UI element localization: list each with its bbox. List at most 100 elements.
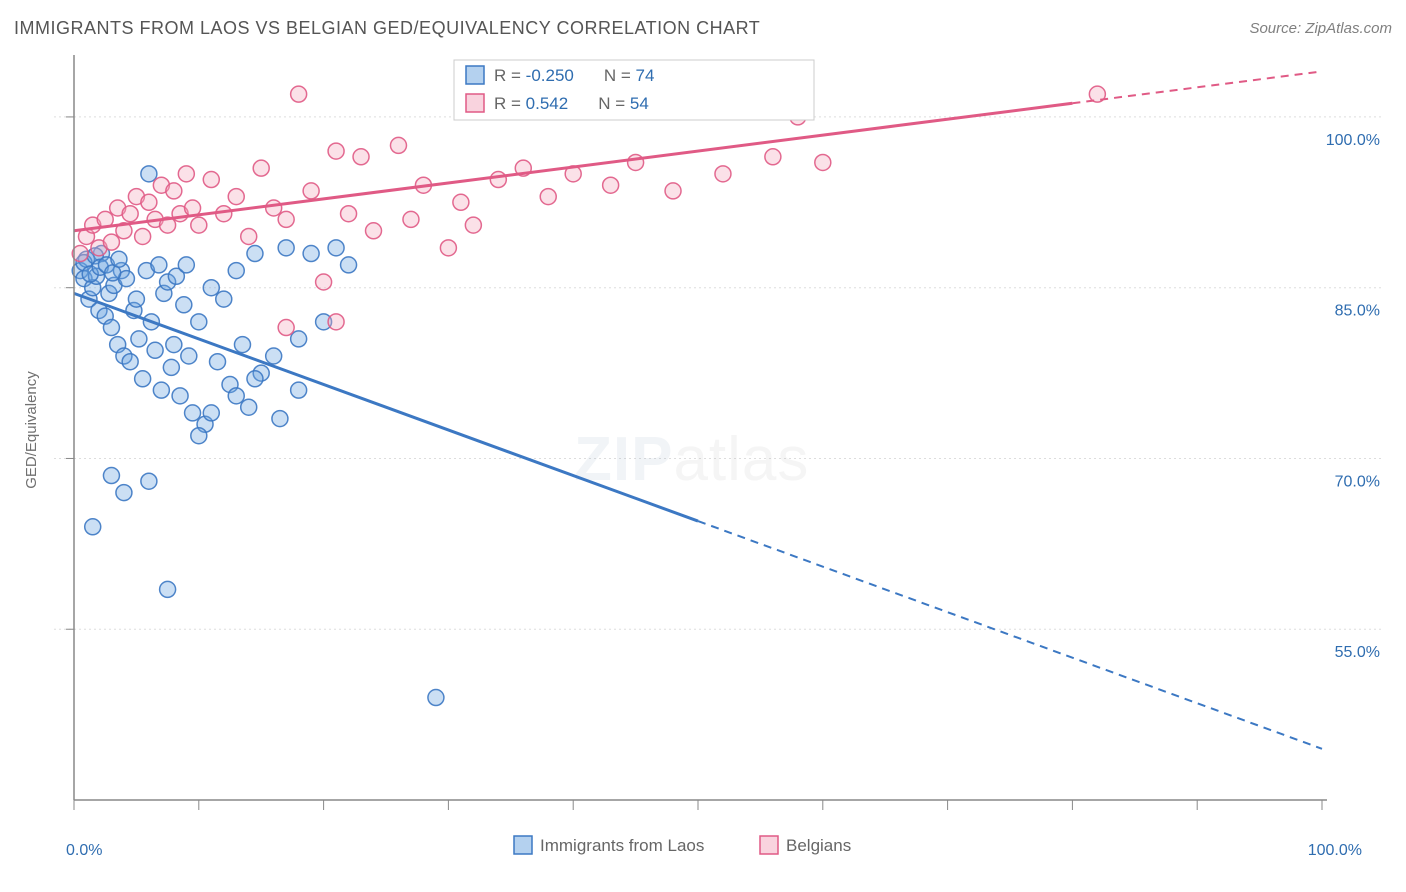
data-point (135, 228, 151, 244)
data-point (234, 337, 250, 353)
data-point (316, 274, 332, 290)
data-point (128, 291, 144, 307)
data-point (715, 166, 731, 182)
legend-label: Immigrants from Laos (540, 836, 704, 855)
data-point (303, 183, 319, 199)
data-point (228, 388, 244, 404)
data-point (440, 240, 456, 256)
data-point (403, 211, 419, 227)
data-point (178, 257, 194, 273)
data-point (253, 160, 269, 176)
legend-label: Belgians (786, 836, 851, 855)
data-point (160, 581, 176, 597)
data-point (328, 143, 344, 159)
trend-line (74, 293, 698, 521)
y-tick-label: 100.0% (1326, 132, 1380, 149)
data-point (353, 149, 369, 165)
data-point (291, 382, 307, 398)
data-point (278, 211, 294, 227)
data-point (228, 263, 244, 279)
data-point (185, 405, 201, 421)
data-point (303, 246, 319, 262)
data-point (428, 690, 444, 706)
data-point (390, 137, 406, 153)
data-point (665, 183, 681, 199)
data-point (247, 246, 263, 262)
trend-line (74, 103, 1072, 231)
legend-swatch (514, 836, 532, 854)
data-point (453, 194, 469, 210)
data-point (116, 485, 132, 501)
data-point (490, 172, 506, 188)
y-tick-label: 85.0% (1335, 303, 1380, 320)
data-point (122, 206, 138, 222)
data-point (103, 234, 119, 250)
data-point (241, 228, 257, 244)
data-point (247, 371, 263, 387)
stats-swatch (466, 94, 484, 112)
data-point (172, 388, 188, 404)
data-point (291, 331, 307, 347)
data-point (203, 280, 219, 296)
data-point (603, 177, 619, 193)
data-point (191, 217, 207, 233)
x-tick-label: 100.0% (1308, 842, 1362, 859)
data-point (131, 331, 147, 347)
data-point (141, 473, 157, 489)
data-point (203, 172, 219, 188)
data-point (135, 371, 151, 387)
data-point (191, 428, 207, 444)
data-point (241, 399, 257, 415)
data-point (181, 348, 197, 364)
x-tick-label: 0.0% (66, 842, 102, 859)
data-point (328, 240, 344, 256)
data-point (272, 411, 288, 427)
data-point (765, 149, 781, 165)
data-point (141, 166, 157, 182)
chart-source: Source: ZipAtlas.com (1249, 20, 1392, 37)
data-point (291, 86, 307, 102)
data-point (341, 257, 357, 273)
data-point (153, 382, 169, 398)
data-point (341, 206, 357, 222)
data-point (147, 342, 163, 358)
correlation-scatter-chart: ZIPatlas 0.0% 100.0% 55.0% 70.0% 85.0% 100.0% G… (14, 50, 1392, 878)
trend-line-extrapolated (698, 521, 1322, 749)
data-point (176, 297, 192, 313)
data-point (163, 359, 179, 375)
data-point (278, 320, 294, 336)
data-point (210, 354, 226, 370)
y-axis-title: GED/Equivalency (23, 371, 40, 489)
watermark: ZIPatlas (574, 425, 809, 494)
data-point (216, 291, 232, 307)
data-point (465, 217, 481, 233)
data-point (266, 348, 282, 364)
data-point (366, 223, 382, 239)
data-point (151, 257, 167, 273)
data-point (85, 519, 101, 535)
data-point (111, 251, 127, 267)
data-point (141, 194, 157, 210)
chart-header: IMMIGRANTS FROM LAOS VS BELGIAN GED/EQUI… (14, 18, 1392, 39)
data-point (266, 200, 282, 216)
y-tick-label: 55.0% (1335, 644, 1380, 661)
stats-swatch (466, 66, 484, 84)
data-point (191, 314, 207, 330)
data-point (328, 314, 344, 330)
data-point (122, 354, 138, 370)
data-point (166, 183, 182, 199)
data-point (203, 405, 219, 421)
chart-container: ZIPatlas 0.0% 100.0% 55.0% 70.0% 85.0% 100.0% G… (14, 50, 1392, 878)
data-point (103, 320, 119, 336)
data-point (103, 468, 119, 484)
trend-line-extrapolated (1072, 71, 1322, 103)
data-point (178, 166, 194, 182)
chart-title: IMMIGRANTS FROM LAOS VS BELGIAN GED/EQUI… (14, 18, 760, 39)
data-point (815, 154, 831, 170)
data-point (540, 189, 556, 205)
legend-swatch (760, 836, 778, 854)
data-point (166, 337, 182, 353)
y-tick-label: 70.0% (1335, 473, 1380, 490)
data-point (278, 240, 294, 256)
data-point (228, 189, 244, 205)
